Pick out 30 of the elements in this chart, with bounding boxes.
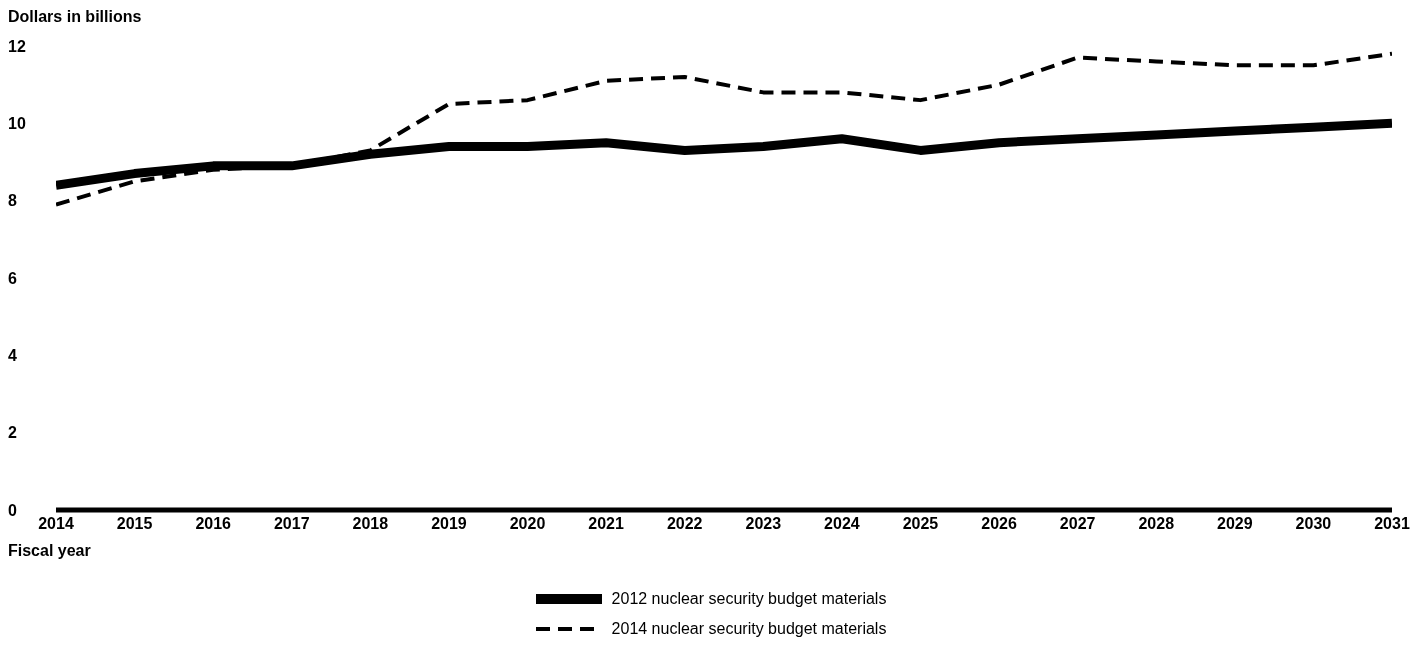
x-tick-label: 2017 (273, 515, 310, 533)
x-tick-label: 2015 (116, 515, 153, 533)
y-tick-label: 0 (8, 501, 17, 519)
y-tick-label: 4 (8, 347, 17, 365)
x-tick-label: 2028 (1138, 515, 1175, 533)
x-tick-label: 2023 (745, 515, 782, 533)
legend-label: 2014 nuclear security budget materials (611, 620, 887, 638)
x-tick-label: 2019 (431, 515, 467, 533)
x-tick-label: 2024 (824, 515, 860, 533)
x-tick-label: 2022 (666, 515, 703, 533)
x-tick-label: 2029 (1217, 515, 1253, 533)
line-series (56, 51, 1392, 207)
y-tick-label: 6 (8, 269, 17, 287)
y-tick-label: 12 (8, 37, 26, 55)
x-tick-label: 2016 (195, 515, 232, 533)
y-tick-label: 8 (8, 192, 17, 210)
y-tick-label: 2 (8, 424, 17, 442)
x-tick-label: 2018 (352, 515, 389, 533)
x-tick-label: 2031 (1374, 515, 1410, 533)
x-tick-label: 2025 (902, 515, 939, 533)
x-tick-label: 2027 (1059, 515, 1096, 533)
legend-label: 2012 nuclear security budget materials (611, 590, 887, 608)
x-tick-label: 2030 (1295, 515, 1332, 533)
y-tick-label: 10 (8, 115, 26, 133)
x-tick-label: 2026 (981, 515, 1017, 533)
x-tick-label: 2014 (38, 515, 74, 533)
x-axis-title: Fiscal year (8, 542, 92, 560)
x-tick-label: 2021 (588, 515, 625, 533)
x-tick-label: 2020 (509, 515, 546, 533)
y-axis-title: Dollars in billions (8, 8, 143, 27)
